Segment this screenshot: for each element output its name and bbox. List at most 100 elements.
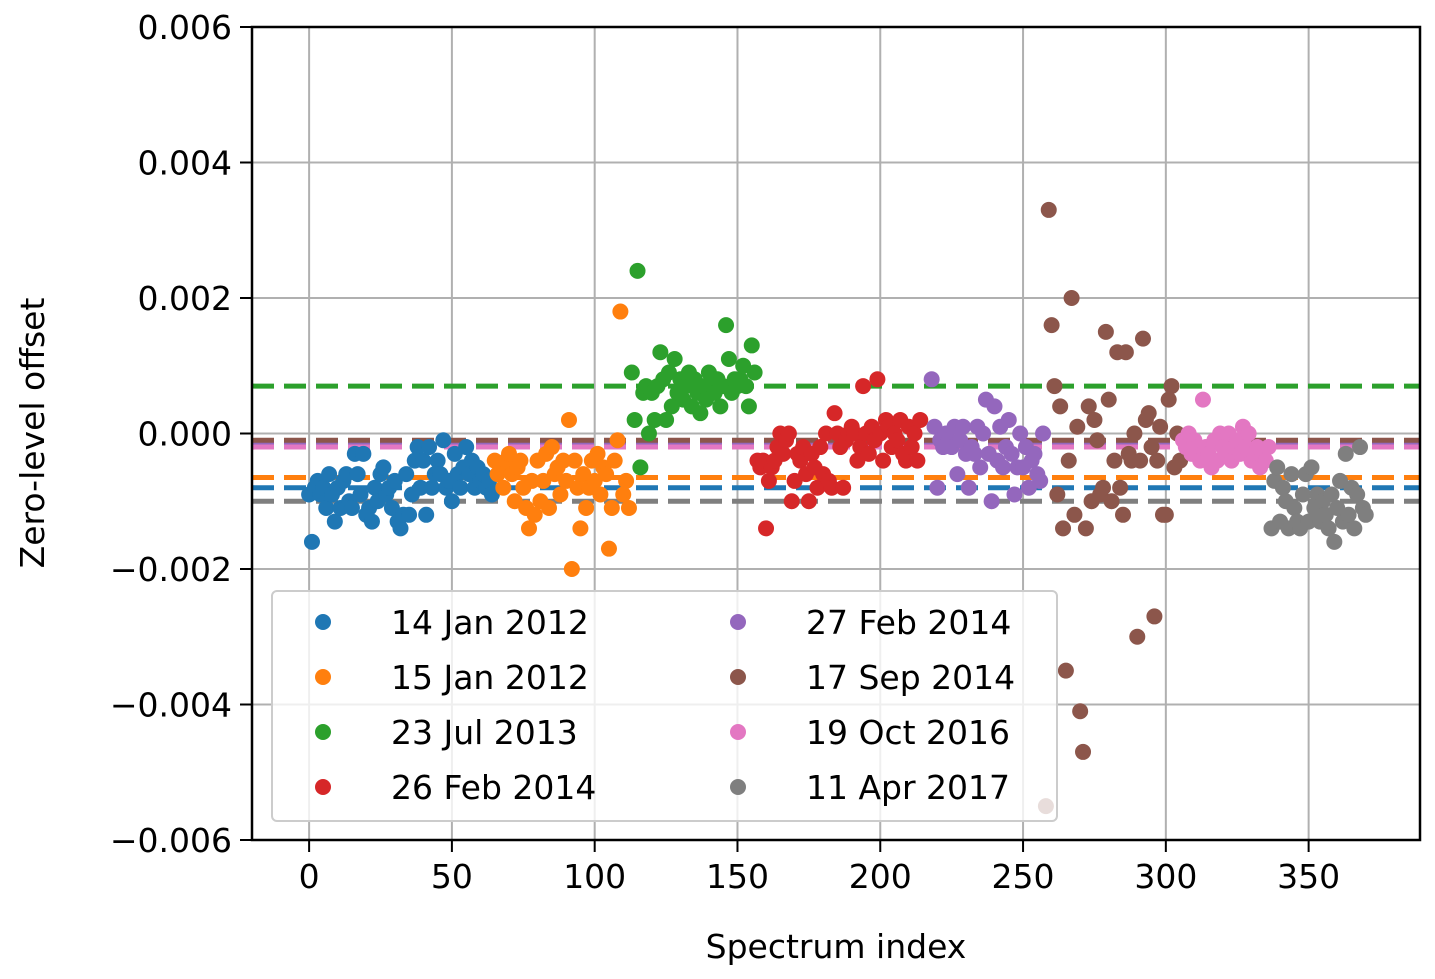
data-point (318, 500, 335, 517)
data-point (658, 411, 675, 428)
x-tick-label: 100 (563, 857, 626, 896)
data-point (421, 439, 438, 456)
data-point (869, 371, 886, 388)
data-point (1072, 703, 1089, 720)
data-point (452, 479, 469, 496)
data-point (1080, 398, 1097, 415)
data-point (743, 337, 760, 354)
series-points (1037, 201, 1189, 815)
data-point (563, 561, 580, 577)
data-point (1126, 425, 1143, 442)
data-point (1132, 452, 1149, 469)
data-point (780, 425, 797, 442)
data-point (415, 452, 432, 469)
data-point (618, 472, 635, 489)
data-point (418, 506, 435, 523)
legend-marker (315, 724, 331, 740)
data-point (632, 459, 649, 476)
x-tick-label: 0 (299, 857, 320, 896)
data-point (903, 439, 920, 456)
data-point (823, 479, 840, 496)
data-point (897, 452, 914, 469)
data-point (409, 439, 426, 456)
x-tick-label: 50 (431, 857, 473, 896)
data-point (1112, 479, 1129, 496)
data-point (1089, 432, 1106, 449)
series-points (1263, 439, 1374, 550)
data-point (1049, 486, 1066, 503)
data-point (720, 350, 737, 367)
data-point (1320, 520, 1337, 537)
x-axis-label: Spectrum index (706, 927, 967, 966)
x-axis-ticks: 0 50 100 150 200 250 300 350 (299, 840, 1340, 896)
data-point (552, 486, 569, 503)
data-point (1095, 479, 1112, 496)
data-point (1077, 520, 1094, 537)
x-tick-label: 200 (849, 857, 912, 896)
legend-marker (315, 779, 331, 795)
data-point (623, 364, 640, 381)
data-point (718, 317, 735, 334)
data-point (1040, 201, 1057, 218)
series-points (923, 371, 1052, 510)
legend-label: 19 Oct 2016 (806, 713, 1010, 752)
data-point (875, 452, 892, 469)
x-tick-label: 250 (992, 857, 1055, 896)
data-point (1349, 486, 1366, 503)
data-point (589, 445, 606, 462)
data-point (1303, 459, 1320, 476)
data-point (1346, 520, 1363, 537)
legend-marker (730, 669, 746, 685)
data-point (909, 452, 926, 469)
y-tick-label: −0.002 (110, 550, 232, 589)
data-point (712, 398, 729, 415)
data-point (906, 425, 923, 442)
data-point (1069, 418, 1086, 435)
data-point (1012, 425, 1029, 442)
legend: 14 Jan 2012 15 Jan 2012 23 Jul 2013 26 Feb … (271, 590, 1058, 822)
data-point (860, 445, 877, 462)
series-points (749, 371, 929, 537)
data-point (1146, 608, 1163, 625)
y-tick-label: −0.006 (110, 821, 232, 860)
data-point (1000, 411, 1017, 428)
data-point (1086, 411, 1103, 428)
data-point (960, 479, 977, 496)
data-point (626, 411, 643, 428)
data-point (758, 520, 775, 537)
data-point (1060, 452, 1077, 469)
legend-marker (315, 614, 331, 630)
legend-marker (730, 724, 746, 740)
data-point (1283, 466, 1300, 483)
data-point (912, 411, 929, 428)
data-point (349, 466, 366, 483)
data-point (760, 472, 777, 489)
data-point (1032, 472, 1049, 489)
legend-label: 14 Jan 2012 (391, 603, 589, 642)
data-point (620, 500, 637, 517)
data-point (1106, 452, 1123, 469)
data-point (1260, 439, 1277, 456)
legend-label: 23 Jul 2013 (391, 713, 578, 752)
data-point (955, 418, 972, 435)
data-point (326, 513, 343, 530)
data-point (1103, 493, 1120, 510)
data-point (646, 411, 663, 428)
data-point (543, 439, 560, 456)
data-point (1326, 533, 1343, 550)
data-point (835, 479, 852, 496)
data-point (526, 506, 543, 523)
data-point (338, 466, 355, 483)
data-point (929, 479, 946, 496)
data-point (1149, 452, 1166, 469)
data-point (1352, 439, 1369, 456)
y-tick-label: 0.002 (138, 279, 232, 318)
data-point (972, 459, 989, 476)
legend-marker (730, 614, 746, 630)
data-point (1286, 500, 1303, 517)
data-point (1163, 378, 1180, 395)
data-point (598, 466, 615, 483)
series-points (486, 303, 637, 577)
data-point (363, 513, 380, 530)
